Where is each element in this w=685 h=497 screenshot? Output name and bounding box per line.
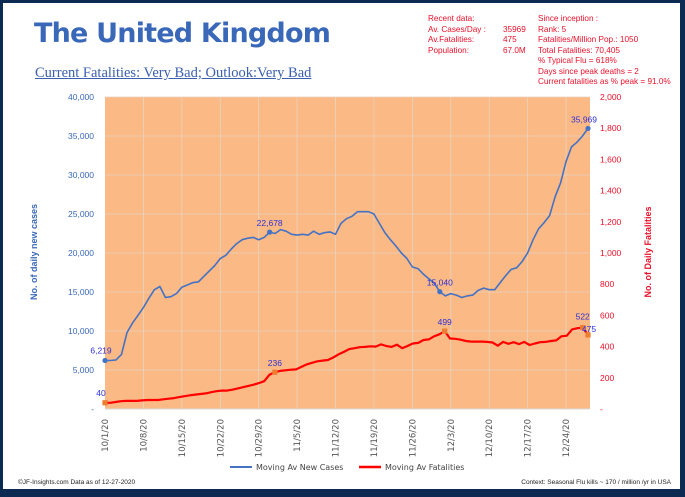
- data-label: 499: [438, 317, 452, 327]
- inception-line: Since inception :: [538, 14, 599, 23]
- x-tick-label: 11/26/20: [408, 419, 418, 457]
- footer-context: Context: Seasonal Flu kills ~ 170 / mill…: [521, 479, 671, 486]
- recent-value-population: 67.0M: [503, 45, 526, 55]
- x-tick-label: 11/19/20: [370, 419, 380, 457]
- inception-line: Days since peak deaths = 2: [538, 66, 639, 76]
- x-tick-label: 10/15/20: [178, 419, 188, 457]
- data-label: 40: [96, 388, 106, 398]
- y-tick-label-right: 1,000: [600, 248, 622, 258]
- chart-title: The United Kingdom: [34, 18, 331, 49]
- y-tick-label-right: 2,000: [600, 92, 622, 102]
- y-axis-label-right: No. of Daily Fatalities: [643, 206, 653, 298]
- x-tick-label: 11/12/20: [332, 419, 342, 457]
- cases-marker: [267, 229, 273, 235]
- recent-label-population: Population:: [428, 45, 469, 55]
- fatalities-marker: [580, 324, 586, 331]
- data-label: 35,969: [571, 114, 597, 124]
- y-tick-label-left: 10,000: [68, 326, 94, 336]
- y-tick-label-left: 30,000: [68, 170, 94, 180]
- y-tick-label-right: 800: [600, 279, 614, 289]
- cases-marker: [102, 357, 108, 364]
- recent-label-fatalities: Av.Fatalities:: [428, 35, 475, 44]
- y-tick-label-right: 1,800: [600, 123, 622, 133]
- data-label: 6,219: [90, 345, 112, 355]
- data-label: 475: [582, 324, 596, 334]
- x-tick-label: 12/10/20: [485, 419, 495, 457]
- fatalities-marker: [272, 369, 278, 375]
- y-tick-label-left: 25,000: [68, 209, 94, 219]
- y-tick-label-right: 600: [600, 310, 614, 320]
- recent-data-heading: Recent data:: [428, 14, 475, 23]
- data-label: 522: [576, 312, 590, 322]
- y-tick-label-right: 200: [600, 373, 614, 383]
- fatalities-line: [105, 326, 589, 404]
- x-tick-label: 12/3/20: [447, 419, 457, 452]
- recent-value-fatalities: 475: [503, 35, 517, 44]
- data-label: 236: [268, 358, 282, 368]
- y-tick-label-left: -: [91, 404, 94, 414]
- y-tick-label-right: 1,600: [600, 154, 622, 164]
- y-axis-label-left: No. of daily new cases: [29, 203, 39, 301]
- inception-line: Rank: 5: [538, 24, 567, 34]
- fatalities-marker: [102, 400, 108, 406]
- y-tick-label-right: 1,200: [600, 217, 622, 227]
- legend-label-cases: Moving Av New Cases: [256, 463, 343, 472]
- recent-data-values: 35969 475 67.0M: [503, 25, 526, 57]
- recent-value-cases: 35969: [503, 24, 526, 34]
- x-tick-label: 10/29/20: [255, 419, 265, 457]
- y-tick-label-right: 400: [600, 342, 614, 352]
- y-tick-label-left: 5,000: [73, 365, 95, 375]
- x-tick-label: 10/1/20: [101, 419, 111, 452]
- data-label: 15,040: [427, 278, 453, 288]
- cases-marker: [585, 125, 591, 132]
- cases-line: [105, 127, 589, 362]
- fatalities-marker: [585, 332, 591, 338]
- x-tick-label: 10/8/20: [139, 419, 149, 452]
- since-inception-panel: Since inception : Rank: 5 Fatalities/Mil…: [538, 14, 671, 88]
- y-tick-label-left: 20,000: [68, 248, 94, 258]
- x-tick-label: 12/17/20: [524, 419, 534, 457]
- y-tick-label-left: 40,000: [68, 92, 94, 102]
- inception-line: Fatalities/Million Pop.: 1050: [538, 35, 639, 44]
- x-tick-label: 11/5/20: [293, 419, 303, 452]
- y-tick-label-right: 1,400: [600, 186, 622, 196]
- legend-label-fatalities: Moving Av Fatalities: [385, 463, 464, 472]
- inception-line: Current fatalities as % peak = 91.0%: [538, 77, 671, 86]
- recent-data-panel: Recent data:: [428, 14, 474, 25]
- inception-line: % Typical Flu = 618%: [538, 56, 617, 65]
- footer-source: ©JF-Insights.com Data as of 12-27-2020: [18, 479, 136, 486]
- y-tick-label-right: -: [600, 404, 603, 414]
- cases-marker: [437, 289, 443, 295]
- y-tick-label-left: 15,000: [68, 287, 94, 297]
- inception-line: Total Fatalities: 70,405: [538, 45, 620, 55]
- data-label: 22,678: [257, 218, 283, 228]
- recent-data-labels: Av. Cases/Day : Av.Fatalities: Populatio…: [428, 25, 486, 57]
- y-tick-label-left: 35,000: [68, 131, 94, 141]
- x-tick-label: 12/24/20: [562, 419, 572, 457]
- chart-subtitle: Current Fatalities: Very Bad; Outlook:Ve…: [35, 65, 312, 81]
- recent-label-cases: Av. Cases/Day :: [428, 24, 486, 34]
- x-tick-label: 10/22/20: [216, 419, 226, 457]
- fatalities-marker: [442, 328, 448, 334]
